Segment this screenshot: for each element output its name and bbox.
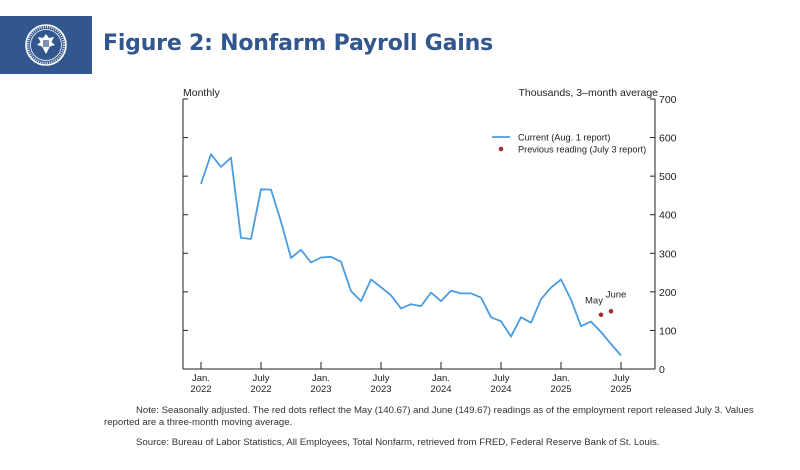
x-tick-month: Jan. [552, 373, 570, 384]
right-axis-label: Thousands, 3–month average [518, 87, 658, 99]
page-title: Figure 2: Nonfarm Payroll Gains [103, 31, 493, 56]
legend-dot-previous [498, 146, 504, 152]
x-tick-month: Jan. [192, 373, 210, 384]
x-tick-month: July [373, 373, 390, 384]
x-tick-year: 2022 [190, 384, 211, 395]
payroll-chart: 0100200300400500600700Jan.2022July2022Ja… [182, 87, 677, 395]
federal-reserve-seal-icon [25, 24, 67, 66]
previous-reading-label: May [585, 296, 603, 307]
x-tick-month: July [253, 373, 270, 384]
x-tick-month: July [613, 373, 630, 384]
x-tick-year: 2025 [550, 384, 571, 395]
x-tick-month: July [493, 373, 510, 384]
previous-reading-dot [608, 308, 614, 314]
x-tick-year: 2023 [370, 384, 391, 395]
previous-reading-label: June [606, 289, 627, 300]
legend-label-current: Current (Aug. 1 report) [518, 133, 610, 143]
x-tick-year: 2024 [430, 384, 451, 395]
y-tick-label: 0 [659, 364, 665, 376]
y-tick-label: 300 [659, 248, 677, 260]
x-tick-month: Jan. [312, 373, 330, 384]
chart-source: Source: Bureau of Labor Statistics, All … [136, 437, 660, 448]
y-tick-label: 400 [659, 210, 677, 222]
x-tick-year: 2025 [610, 384, 631, 395]
x-tick-year: 2022 [250, 384, 271, 395]
x-tick-year: 2023 [310, 384, 331, 395]
left-axis-label: Monthly [183, 87, 221, 99]
previous-reading-dot [598, 312, 604, 318]
series-line-current [200, 153, 622, 357]
x-tick-year: 2024 [490, 384, 511, 395]
legend-label-previous: Previous reading (July 3 report) [518, 145, 646, 155]
y-tick-label: 500 [659, 171, 677, 183]
y-tick-label: 600 [659, 133, 677, 145]
y-tick-label: 700 [659, 94, 677, 106]
x-tick-month: Jan. [432, 373, 450, 384]
chart-note: Note: Seasonally adjusted. The red dots … [104, 405, 754, 428]
y-tick-label: 100 [659, 325, 677, 337]
logo-banner [0, 16, 92, 74]
y-tick-label: 200 [659, 287, 677, 299]
